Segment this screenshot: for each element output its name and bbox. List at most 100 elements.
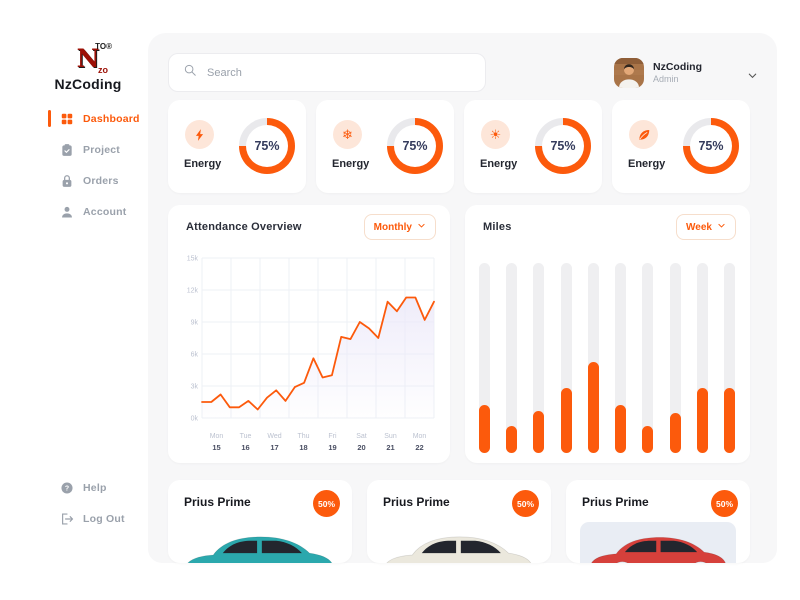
active-indicator: [48, 479, 51, 496]
vehicle-car-image: [584, 526, 732, 563]
bar-track-6: [615, 263, 627, 453]
stat-card-2: ❄ Energy 75%: [316, 100, 454, 193]
progress-value: 75%: [698, 139, 724, 153]
attendance-period-label: Monthly: [373, 221, 412, 233]
miles-period-button[interactable]: Week: [676, 214, 736, 240]
bar-fill-2: [506, 426, 518, 453]
search-bar[interactable]: [168, 53, 486, 92]
stat-label: Energy: [628, 158, 666, 170]
svg-text:18: 18: [299, 443, 307, 452]
logo-letter-sup: TO®: [95, 42, 112, 51]
svg-text:16: 16: [241, 443, 249, 452]
svg-text:6k: 6k: [191, 352, 199, 359]
user-menu[interactable]: NzCoding Admin: [614, 57, 758, 89]
bar-track-10: [723, 263, 735, 453]
active-indicator: [48, 110, 51, 127]
svg-text:Tue: Tue: [240, 433, 252, 440]
attendance-title: Attendance Overview: [186, 221, 302, 233]
svg-text:0k: 0k: [191, 416, 199, 423]
attendance-card-header: Attendance Overview Monthly: [168, 205, 450, 249]
svg-text:Fri: Fri: [328, 433, 337, 440]
sidebar-item-label: Orders: [83, 174, 119, 187]
stat-label: Energy: [332, 158, 370, 170]
miles-period-label: Week: [686, 221, 712, 233]
bar-fill-8: [669, 413, 681, 453]
active-indicator: [48, 172, 51, 189]
bar-fill-7: [642, 426, 654, 453]
svg-text:Sat: Sat: [356, 433, 367, 440]
user-info: NzCoding Admin: [653, 61, 702, 85]
progress-value: 75%: [550, 139, 576, 153]
sidebar-item-project[interactable]: Project: [0, 134, 148, 165]
progress-ring: 75%: [239, 118, 295, 174]
sidebar-item-label: Account: [83, 205, 127, 218]
bar-track-4: [560, 263, 572, 453]
leaf-icon: [629, 120, 658, 149]
active-indicator: [48, 510, 51, 527]
miles-card-header: Miles Week: [465, 205, 750, 249]
logout-icon: [60, 512, 74, 526]
progress-ring: 75%: [535, 118, 591, 174]
stat-label: Energy: [184, 158, 222, 170]
svg-text:Mon: Mon: [210, 433, 224, 440]
svg-text:Mon: Mon: [413, 433, 427, 440]
sidebar-item-help[interactable]: ? Help: [0, 472, 148, 503]
sidebar-footer: ? Help Log Out: [0, 472, 148, 534]
main-area: NzCoding Admin Energy75%❄Energy75%☀Energ…: [148, 33, 777, 563]
sidebar-item-log-out[interactable]: Log Out: [0, 503, 148, 534]
vehicle-card-2[interactable]: Prius Prime 50%: [367, 480, 551, 563]
sidebar-nav: Dashboard Project Orders Account: [0, 103, 148, 227]
stats-row: Energy 75% ❄ Energy 75% ☀ Energy 75% Energy 75%: [168, 100, 750, 193]
bar-track-1: [479, 263, 490, 453]
vehicle-card-3[interactable]: Prius Prime 50%: [566, 480, 750, 563]
progress-ring-inner: 75%: [542, 125, 584, 167]
sidebar: N TO® zo NzCoding Dashboard Project Orders…: [0, 0, 148, 600]
logo-letter-sub: zo: [98, 65, 108, 75]
svg-text:22: 22: [415, 443, 423, 452]
vehicle-card-1[interactable]: Prius Prime 50%: [168, 480, 352, 563]
svg-text:Thu: Thu: [297, 433, 309, 440]
vehicle-percent-badge: 50%: [313, 490, 340, 517]
attendance-period-button[interactable]: Monthly: [363, 214, 436, 240]
miles-bar-chart: [479, 263, 735, 453]
bar-track-3: [533, 263, 545, 453]
attendance-line-chart: 15k 12k 9k 6k 3k 0k Mon 15 Tue 16 Wed 17 Thu 18 Fri 19 S…: [180, 251, 438, 456]
sidebar-item-label: Log Out: [83, 512, 125, 525]
sidebar-item-account[interactable]: Account: [0, 196, 148, 227]
bar-track-2: [506, 263, 518, 453]
brand-logo-icon: N TO® zo: [68, 42, 112, 75]
bar-fill-9: [696, 388, 708, 453]
progress-ring-inner: 75%: [394, 125, 436, 167]
bar-track-7: [642, 263, 654, 453]
svg-text:15k: 15k: [187, 256, 199, 263]
vehicle-percent-badge: 50%: [512, 490, 539, 517]
brand: N TO® zo NzCoding: [28, 42, 148, 92]
progress-ring: 75%: [683, 118, 739, 174]
sidebar-item-label: Help: [83, 481, 107, 494]
svg-text:3k: 3k: [191, 384, 199, 391]
stat-card-4: Energy 75%: [612, 100, 750, 193]
bar-fill-1: [479, 405, 490, 453]
svg-text:19: 19: [328, 443, 336, 452]
miles-card: Miles Week: [465, 205, 750, 463]
bar-fill-5: [587, 362, 599, 453]
chevron-down-icon: [417, 221, 426, 233]
sidebar-item-label: Project: [83, 143, 120, 156]
vehicle-title: Prius Prime: [184, 495, 251, 509]
sun-icon: ☀: [481, 120, 510, 149]
bar-fill-10: [723, 388, 735, 453]
sidebar-item-orders[interactable]: Orders: [0, 165, 148, 196]
bar-track-5: [587, 263, 599, 453]
svg-text:?: ?: [65, 485, 69, 492]
svg-text:20: 20: [357, 443, 365, 452]
chevron-down-icon[interactable]: [747, 68, 758, 79]
svg-text:15: 15: [212, 443, 220, 452]
vehicle-title: Prius Prime: [383, 495, 450, 509]
avatar: [614, 58, 644, 88]
vehicle-percent-badge: 50%: [711, 490, 738, 517]
user-role: Admin: [653, 74, 679, 84]
search-input[interactable]: [207, 66, 471, 79]
bar-fill-6: [615, 405, 627, 453]
sidebar-item-dashboard[interactable]: Dashboard: [0, 103, 148, 134]
